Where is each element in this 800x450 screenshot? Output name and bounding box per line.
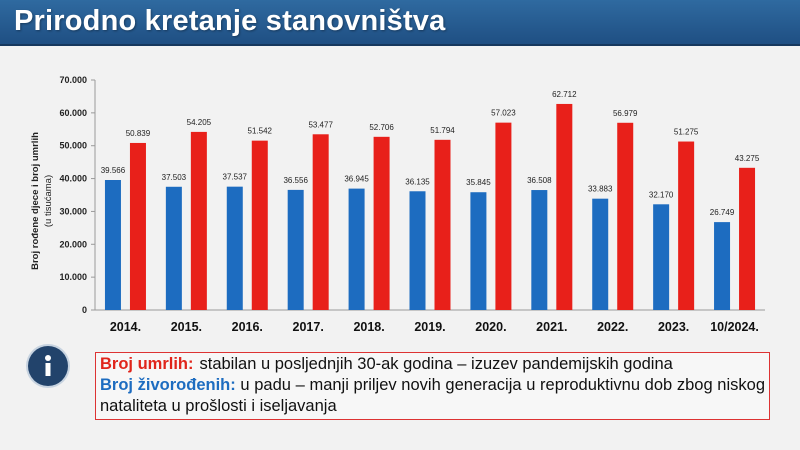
bar-births: [348, 188, 365, 310]
bar-deaths: [556, 103, 573, 310]
bar-deaths: [190, 131, 207, 310]
y-tick-label: 10.000: [59, 272, 87, 282]
data-label-deaths: 57.023: [491, 109, 516, 118]
deaths-label: Broj umrlih:: [100, 355, 194, 373]
bar-births: [409, 191, 426, 310]
bar-births: [531, 190, 548, 310]
bar-deaths: [373, 136, 390, 310]
y-tick-label: 60.000: [59, 108, 87, 118]
slide-title: Prirodno kretanje stanovništva: [14, 5, 446, 37]
bar-deaths: [495, 122, 512, 310]
x-tick-label: 2018.: [353, 320, 384, 334]
data-label-births: 37.503: [162, 173, 187, 182]
bar-deaths: [617, 122, 634, 310]
data-label-births: 36.508: [527, 176, 552, 185]
x-tick-label: 2015.: [171, 320, 202, 334]
y-tick-label: 30.000: [59, 206, 87, 216]
bar-deaths: [739, 167, 756, 310]
data-label-deaths: 51.794: [430, 126, 455, 135]
bar-births: [653, 204, 670, 310]
data-label-births: 39.566: [101, 166, 126, 175]
y-tick-label: 40.000: [59, 174, 87, 184]
bar-births: [165, 186, 182, 310]
bar-deaths: [129, 142, 146, 310]
y-tick-label: 20.000: [59, 239, 87, 249]
data-label-births: 33.883: [588, 185, 613, 194]
bar-deaths: [312, 134, 329, 310]
bar-deaths: [251, 140, 268, 310]
y-tick-label: 50.000: [59, 141, 87, 151]
title-bar: Prirodno kretanje stanovništva: [0, 0, 800, 46]
bar-deaths: [434, 139, 451, 310]
births-label: Broj živorođenih:: [100, 376, 236, 394]
x-tick-label: 2016.: [232, 320, 263, 334]
x-tick-label: 2020.: [475, 320, 506, 334]
info-icon: [28, 346, 68, 386]
x-tick-label: 2023.: [658, 320, 689, 334]
x-tick-label: 2017.: [293, 320, 324, 334]
x-tick-label: 2014.: [110, 320, 141, 334]
chart-area: 0 10.000 20.000 30.000 40.000 50.000 60.000 70.…: [0, 44, 800, 344]
bar-births: [592, 198, 609, 310]
data-label-deaths: 50.839: [126, 129, 151, 138]
data-label-births: 36.556: [283, 176, 308, 185]
bar-births: [714, 222, 731, 310]
bar-deaths: [678, 141, 695, 310]
deaths-text: stabilan u posljednjih 30-ak godina – iz…: [199, 355, 673, 373]
y-tick-label: 0: [82, 305, 87, 315]
data-label-births: 32.170: [649, 190, 674, 199]
data-label-births: 36.945: [344, 175, 369, 184]
bar-births: [470, 192, 487, 310]
x-tick-label: 2021.: [536, 320, 567, 334]
data-label-births: 37.537: [223, 173, 248, 182]
bar-births: [104, 179, 121, 310]
births-text: u padu – manji priljev novih generacija …: [100, 376, 766, 415]
data-label-births: 35.845: [466, 178, 491, 187]
info-line-births: Broj živorođenih: u padu – manji priljev…: [100, 375, 765, 417]
data-label-deaths: 62.712: [552, 90, 577, 99]
y-axis-title: Broj rođene djece i broj umrlih: [30, 132, 41, 270]
x-tick-label: 2019.: [414, 320, 445, 334]
data-label-deaths: 56.979: [613, 109, 638, 118]
y-tick-label: 70.000: [59, 75, 87, 85]
bar-births: [287, 189, 304, 310]
data-label-deaths: 43.275: [735, 154, 760, 163]
data-label-deaths: 54.205: [187, 118, 212, 127]
bar-chart: 0 10.000 20.000 30.000 40.000 50.000 60.000 70.…: [30, 75, 765, 334]
info-box: Broj umrlih: stabilan u posljednjih 30-a…: [95, 352, 770, 420]
x-tick-label: 2022.: [597, 320, 628, 334]
bar-births: [226, 186, 243, 310]
data-label-deaths: 51.275: [674, 128, 699, 137]
x-tick-label: 10/2024.: [710, 320, 759, 334]
data-label-births: 36.135: [405, 177, 430, 186]
data-label-deaths: 53.477: [308, 120, 333, 129]
info-line-deaths: Broj umrlih: stabilan u posljednjih 30-a…: [100, 354, 765, 375]
y-axis-subtitle: (u tisućama): [43, 175, 54, 227]
data-label-deaths: 51.542: [248, 127, 273, 136]
data-label-deaths: 52.706: [369, 123, 394, 132]
data-label-births: 26.749: [710, 208, 735, 217]
